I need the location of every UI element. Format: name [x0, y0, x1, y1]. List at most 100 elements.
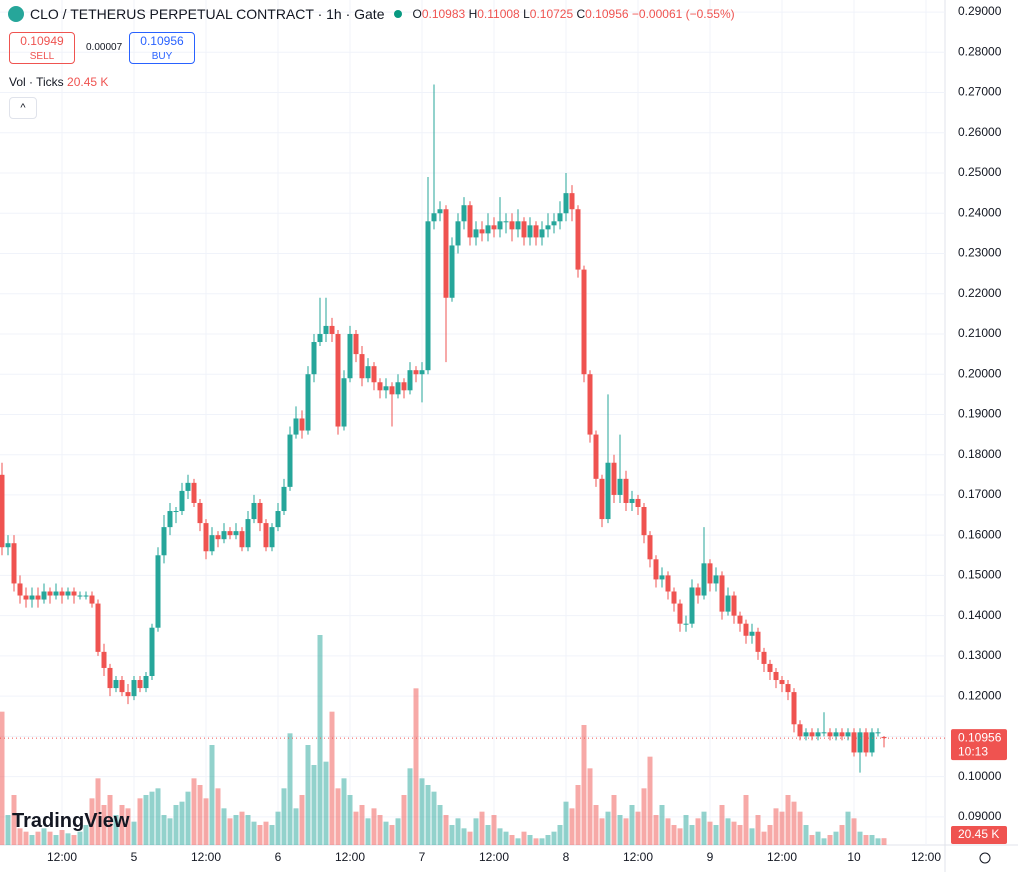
- candle-body: [227, 531, 233, 536]
- candle-body: [305, 374, 311, 431]
- volume-bar: [719, 805, 725, 845]
- volume-bar: [17, 828, 23, 845]
- volume-bar: [323, 761, 329, 845]
- volume-bar: [575, 785, 581, 845]
- volume-bar: [263, 821, 269, 845]
- y-tick-label: 0.29000: [958, 4, 1002, 18]
- volume-bar: [203, 798, 209, 845]
- volume-bar: [875, 838, 881, 845]
- candle-body: [17, 583, 23, 596]
- volume-bar: [383, 821, 389, 845]
- candle-body: [269, 527, 275, 548]
- candle-body: [0, 474, 5, 548]
- volume-bar: [491, 815, 497, 845]
- candle-body: [107, 667, 113, 689]
- candle-body: [65, 591, 71, 596]
- volume-bar: [863, 835, 869, 845]
- volume-bar: [11, 795, 17, 845]
- volume-bar: [275, 811, 281, 845]
- candle-body: [725, 595, 731, 612]
- volume-bar: [401, 795, 407, 845]
- volume-bar: [839, 825, 845, 845]
- x-tick-label: 12:00: [767, 850, 797, 864]
- candle-body: [395, 382, 401, 395]
- volume-bar: [35, 831, 41, 845]
- volume-bar: [533, 838, 539, 845]
- candle-body: [479, 229, 485, 234]
- volume-badge: [951, 826, 1007, 844]
- volume-bar: [671, 825, 677, 845]
- candle-body: [689, 587, 695, 624]
- volume-bar: [233, 815, 239, 845]
- candle-body: [845, 732, 851, 737]
- volume-bar: [437, 805, 443, 845]
- y-tick-label: 0.19000: [958, 407, 1002, 421]
- candle-body: [179, 490, 185, 512]
- last-price-label: 0.10956: [958, 730, 1002, 744]
- volume-bar: [467, 831, 473, 845]
- volume-bar: [599, 818, 605, 845]
- volume-bar: [59, 830, 65, 845]
- candle-body: [47, 591, 53, 596]
- volume-value: 20.45 K: [67, 75, 109, 89]
- candle-body: [485, 225, 491, 234]
- collapse-button[interactable]: ^: [9, 97, 37, 119]
- volume-bar: [857, 831, 863, 845]
- candle-body: [221, 531, 227, 540]
- candle-body: [713, 575, 719, 584]
- candle-body: [659, 575, 665, 580]
- h-value: 0.11008: [477, 7, 520, 21]
- y-tick-label: 0.28000: [958, 44, 1002, 58]
- candle-body: [875, 732, 881, 734]
- volume-bar: [257, 825, 263, 845]
- y-tick-label: 0.14000: [958, 608, 1002, 622]
- volume-bar: [623, 818, 629, 845]
- sell-button[interactable]: 0.10949 SELL: [9, 32, 75, 64]
- candle-body: [773, 671, 779, 681]
- x-tick-label: 12:00: [47, 850, 77, 864]
- volume-bar: [317, 635, 323, 845]
- candle-body: [653, 559, 659, 580]
- candle-body: [425, 221, 431, 371]
- candle-body: [587, 374, 593, 435]
- volume-bar: [563, 801, 569, 845]
- y-tick-label: 0.13000: [958, 648, 1002, 662]
- candle-body: [503, 221, 509, 223]
- buy-button[interactable]: 0.10956 BUY: [129, 32, 195, 64]
- volume-bar: [707, 821, 713, 845]
- volume-bar: [431, 791, 437, 845]
- volume-bar: [647, 756, 653, 845]
- y-tick-label: 0.24000: [958, 205, 1002, 219]
- volume-bar: [281, 788, 287, 845]
- candle-body: [317, 333, 323, 343]
- symbol: CLO / TETHERUS PERPETUAL CONTRACT · 1h ·…: [30, 6, 385, 22]
- candle-body: [641, 507, 647, 536]
- settings-icon[interactable]: [979, 852, 991, 864]
- volume-bar: [743, 795, 749, 845]
- volume-bar: [731, 821, 737, 845]
- volume-bar: [461, 828, 467, 845]
- candle-body: [113, 680, 119, 689]
- x-tick-label: 7: [419, 850, 426, 864]
- volume-bar: [773, 808, 779, 845]
- volume-bar: [767, 825, 773, 845]
- candle-body: [617, 478, 623, 495]
- volume-bar: [185, 791, 191, 845]
- volume-bar: [881, 838, 887, 845]
- volume-bar: [77, 831, 83, 845]
- volume-bar: [809, 835, 815, 845]
- volume-bar: [545, 835, 551, 845]
- candle-body: [287, 434, 293, 487]
- y-tick-label: 0.27000: [958, 85, 1002, 99]
- volume-bar: [311, 765, 317, 845]
- volume-bar: [419, 778, 425, 845]
- x-tick-label: 12:00: [623, 850, 653, 864]
- volume-bar: [593, 805, 599, 845]
- candle-body: [431, 213, 437, 222]
- candle-body: [443, 209, 449, 298]
- volume-bar: [113, 815, 119, 845]
- volume-bar: [209, 745, 215, 845]
- volume-badge-label: 20.45 K: [958, 827, 999, 841]
- y-tick-label: 0.15000: [958, 568, 1002, 582]
